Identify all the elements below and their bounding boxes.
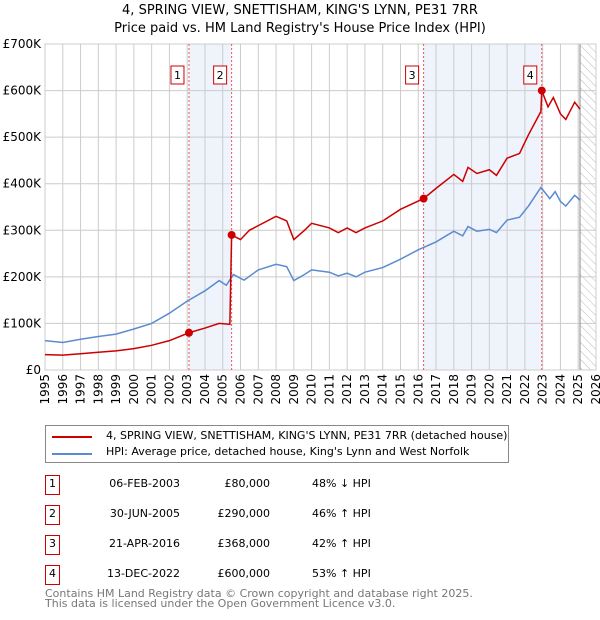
sale-number: 4 bbox=[45, 565, 60, 585]
x-tick-label: 2016 bbox=[411, 374, 425, 405]
x-tick-label: 2003 bbox=[180, 374, 194, 405]
x-tick-label: 1997 bbox=[74, 374, 88, 405]
shaded-range bbox=[188, 44, 232, 370]
legend-swatch-property bbox=[52, 436, 92, 438]
x-tick-label: 2004 bbox=[198, 374, 212, 405]
series-line bbox=[44, 186, 581, 344]
x-tick-label: 1999 bbox=[109, 374, 123, 405]
price-chart: 1995 1996 1997 1998 1999 2000 2001 2002 2003 2004… bbox=[3, 37, 600, 405]
sale-date: 21-APR-2016 bbox=[108, 537, 180, 550]
sale-hpi-diff: 48% ↓ HPI bbox=[312, 477, 371, 490]
footer-line-2: This data is licensed under the Open Gov… bbox=[45, 597, 396, 610]
legend-swatch-hpi bbox=[52, 453, 92, 455]
x-tick-label: 2023 bbox=[536, 374, 550, 405]
sale-point bbox=[537, 86, 546, 95]
sale-number: 1 bbox=[45, 475, 60, 495]
sale-price: £368,000 bbox=[217, 537, 271, 550]
chart-subtitle: Price paid vs. HM Land Registry's House … bbox=[114, 21, 486, 36]
sale-date: 30-JUN-2005 bbox=[109, 507, 180, 520]
sale-number: 3 bbox=[45, 535, 60, 555]
x-tick-label: 2022 bbox=[518, 374, 532, 405]
sale-number: 2 bbox=[45, 505, 60, 525]
x-tick-label: 2014 bbox=[376, 374, 390, 405]
y-tick-label: £700K bbox=[3, 37, 43, 51]
sale-label: 3 bbox=[409, 69, 416, 82]
y-tick-label: £400K bbox=[3, 177, 43, 191]
shaded-range bbox=[423, 44, 542, 370]
x-tick-label: 2006 bbox=[234, 374, 248, 405]
sale-date: 06-FEB-2003 bbox=[109, 477, 180, 490]
footer-line-1: Contains HM Land Registry data © Crown c… bbox=[45, 587, 473, 600]
forecast-hatch bbox=[580, 44, 596, 370]
x-tick-label: 2025 bbox=[571, 374, 585, 405]
x-tick-label: 2026 bbox=[589, 374, 600, 405]
y-tick-label: £500K bbox=[3, 130, 43, 144]
x-tick-label: 2024 bbox=[553, 374, 567, 405]
x-tick-label: 2010 bbox=[305, 374, 319, 405]
sale-label: 4 bbox=[527, 69, 534, 82]
sale-label: 1 bbox=[174, 69, 181, 82]
x-tick-label: 2018 bbox=[447, 374, 461, 405]
sale-hpi-diff: 53% ↑ HPI bbox=[312, 567, 371, 580]
y-tick-label: £600K bbox=[3, 84, 43, 98]
y-tick-label: £0 bbox=[26, 363, 41, 377]
x-tick-label: 1998 bbox=[91, 374, 105, 405]
legend-label-hpi: HPI: Average price, detached house, King… bbox=[106, 445, 470, 458]
x-tick-label: 2015 bbox=[393, 374, 407, 405]
y-tick-label: £300K bbox=[3, 223, 43, 237]
y-tick-label: £100K bbox=[3, 316, 43, 330]
sale-row: 1 06-FEB-2003 £80,000 48% ↓ HPI bbox=[45, 475, 485, 495]
x-tick-label: 2007 bbox=[251, 374, 265, 405]
x-tick-label: 2013 bbox=[358, 374, 372, 405]
x-tick-label: 2021 bbox=[500, 374, 514, 405]
x-tick-label: 2019 bbox=[465, 374, 479, 405]
legend-label-property: 4, SPRING VIEW, SNETTISHAM, KING'S LYNN,… bbox=[106, 429, 508, 442]
sale-row: 2 30-JUN-2005 £290,000 46% ↑ HPI bbox=[45, 505, 485, 525]
series-line bbox=[44, 90, 581, 356]
sale-point bbox=[419, 194, 428, 203]
legend: 4, SPRING VIEW, SNETTISHAM, KING'S LYNN,… bbox=[45, 425, 509, 463]
sale-hpi-diff: 42% ↑ HPI bbox=[312, 537, 371, 550]
x-tick-label: 1995 bbox=[38, 374, 52, 405]
sale-price: £290,000 bbox=[217, 507, 271, 520]
chart-title: 4, SPRING VIEW, SNETTISHAM, KING'S LYNN,… bbox=[122, 3, 478, 18]
sale-price: £600,000 bbox=[217, 567, 271, 580]
sale-label-box bbox=[213, 65, 228, 85]
x-tick-label: 2012 bbox=[340, 374, 354, 405]
x-tick-label: 2020 bbox=[482, 374, 496, 405]
sale-label-box bbox=[523, 65, 538, 85]
x-tick-label: 2011 bbox=[322, 374, 336, 405]
sale-label-box bbox=[405, 65, 420, 85]
x-tick-label: 2005 bbox=[216, 374, 230, 405]
x-tick-label: 2000 bbox=[127, 374, 141, 405]
sale-label: 2 bbox=[217, 69, 224, 82]
sale-row: 4 13-DEC-2022 £600,000 53% ↑ HPI bbox=[45, 565, 485, 585]
x-tick-label: 2017 bbox=[429, 374, 443, 405]
sale-price: £80,000 bbox=[224, 477, 271, 490]
footer: Contains HM Land Registry data © Crown c… bbox=[45, 587, 473, 610]
x-tick-label: 2009 bbox=[287, 374, 301, 405]
x-tick-label: 2002 bbox=[162, 374, 176, 405]
sale-row: 3 21-APR-2016 £368,000 42% ↑ HPI bbox=[45, 535, 485, 555]
x-tick-label: 2008 bbox=[269, 374, 283, 405]
sale-hpi-diff: 46% ↑ HPI bbox=[312, 507, 371, 520]
sale-date: 13-DEC-2022 bbox=[106, 567, 180, 580]
sale-label-box bbox=[170, 65, 185, 85]
sale-point bbox=[184, 328, 193, 337]
x-tick-label: 1996 bbox=[56, 374, 70, 405]
sale-point bbox=[227, 230, 236, 239]
x-tick-label: 2001 bbox=[145, 374, 159, 405]
plot-border bbox=[44, 43, 597, 371]
y-tick-label: £200K bbox=[3, 270, 43, 284]
